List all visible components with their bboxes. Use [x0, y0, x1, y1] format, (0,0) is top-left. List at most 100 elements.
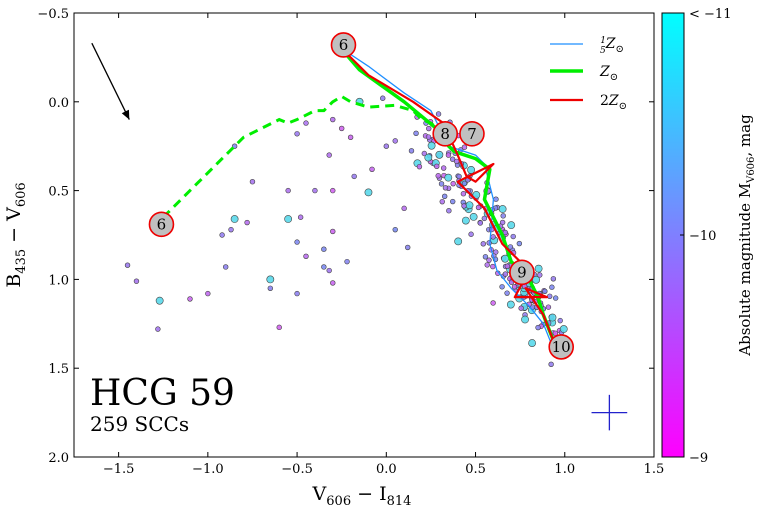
data-point — [532, 275, 540, 284]
data-point — [516, 240, 523, 247]
data-point — [326, 267, 332, 274]
data-point — [405, 244, 411, 251]
colorbar-tick-top: < −11 — [689, 7, 731, 22]
data-point — [468, 231, 474, 237]
data-point — [155, 326, 161, 332]
data-point — [222, 264, 229, 270]
y-tick-label: −0.5 — [37, 7, 69, 22]
age-marker: 10 — [548, 334, 575, 360]
age-marker: 7 — [459, 120, 485, 147]
x-tick-label: −1.5 — [103, 462, 135, 477]
data-point — [461, 144, 468, 150]
data-point — [502, 271, 509, 277]
age-marker-label: 10 — [552, 338, 571, 356]
data-point — [294, 131, 300, 137]
data-point — [294, 290, 300, 297]
data-point — [548, 313, 557, 322]
data-point — [550, 276, 557, 282]
data-point — [249, 179, 256, 185]
age-marker-circle — [548, 334, 575, 360]
age-marker-circle — [148, 211, 175, 238]
data-point — [460, 191, 467, 197]
data-point — [467, 165, 475, 174]
error-bar — [591, 394, 628, 431]
data-point — [500, 213, 506, 219]
data-point — [344, 258, 350, 265]
data-point — [445, 152, 452, 158]
plot-frame — [73, 12, 655, 458]
data-point — [326, 152, 332, 158]
age-marker-circle — [432, 120, 459, 147]
data-point — [453, 158, 460, 165]
y-tick-label: 1.0 — [48, 273, 69, 288]
colorbar-title: Absolute magnitude MV606, mag — [736, 114, 757, 357]
legend: 1 5Z⊙ Z⊙ 2Z⊙ — [550, 36, 627, 112]
data-point — [456, 173, 462, 180]
data-point — [446, 208, 452, 214]
colorbar: < −11 −10 −9 Absolute magnitude MV606, m… — [661, 7, 757, 466]
reddening-vector — [91, 42, 130, 120]
data-point — [380, 95, 386, 101]
data-point — [534, 264, 543, 273]
data-point — [435, 173, 441, 179]
data-point — [187, 296, 193, 302]
data-point — [303, 120, 309, 126]
dashed-track-line — [162, 94, 445, 219]
y-tick-label: 0.5 — [48, 185, 69, 200]
data-point — [351, 173, 357, 180]
data-point — [303, 253, 309, 260]
data-point — [547, 293, 553, 299]
data-point — [441, 193, 448, 200]
data-point — [552, 295, 559, 301]
data-point — [133, 278, 140, 284]
age-marker: 6 — [330, 32, 357, 58]
x-tick-label: 1.0 — [554, 462, 575, 477]
data-point — [408, 148, 415, 154]
data-point — [511, 284, 518, 290]
axis-ticks: −1.5 −1.0 −0.5 0.0 0.5 1.0 1.5 −0.5 0.0 0.5 1.0 1.5… — [37, 7, 664, 477]
x-axis-title: V606 − I814 — [312, 483, 412, 509]
data-point — [507, 221, 516, 230]
data-point — [535, 324, 541, 331]
data-point — [506, 300, 515, 309]
data-point — [469, 212, 478, 221]
legend-label-double-z: 2Z⊙ — [600, 93, 627, 112]
data-point — [486, 257, 492, 263]
data-point — [442, 185, 449, 191]
dashed-track — [162, 94, 445, 219]
data-point — [219, 232, 225, 238]
data-point — [490, 234, 496, 240]
data-point — [421, 150, 428, 157]
data-point — [559, 325, 568, 333]
data-point — [330, 280, 336, 286]
data-point — [481, 215, 488, 222]
data-point — [461, 203, 467, 209]
data-point — [338, 125, 345, 132]
data-point — [465, 201, 474, 210]
x-tick-label: −1.0 — [192, 462, 224, 477]
y-tick-label: 2.0 — [48, 451, 69, 466]
data-point — [557, 317, 563, 324]
data-point — [510, 233, 516, 240]
data-point — [444, 173, 453, 182]
data-point — [549, 284, 555, 290]
x-tick-label: 1.5 — [644, 462, 665, 477]
colorbar-tick-mid: −10 — [689, 229, 716, 244]
data-point — [347, 134, 354, 141]
data-point — [475, 204, 482, 211]
data-point — [205, 290, 211, 297]
track-line — [337, 44, 557, 348]
legend-label-fifth-z: 1 5Z⊙ — [600, 36, 624, 56]
data-point — [480, 241, 486, 247]
data-point — [285, 187, 291, 194]
data-point — [461, 216, 470, 225]
age-marker-label: 7 — [467, 125, 477, 143]
legend-label-solar-z: Z⊙ — [599, 64, 618, 83]
data-point — [425, 134, 432, 140]
data-point — [507, 244, 514, 250]
y-tick-label: 0.0 — [48, 96, 69, 111]
data-point — [504, 290, 510, 296]
age-marker-label: 9 — [517, 263, 527, 281]
data-point — [454, 237, 463, 246]
